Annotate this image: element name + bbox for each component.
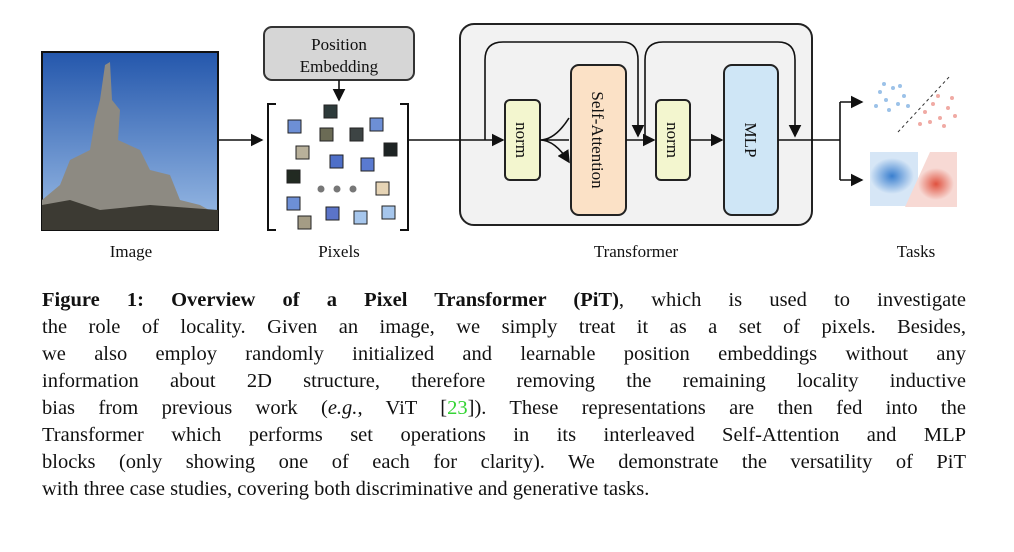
caption-line: Figure 1: Overview of a Pixel Transforme… [42, 287, 966, 314]
norm-label: norm [512, 122, 531, 158]
caption-italic: e.g. [327, 397, 358, 419]
scatter-dot [902, 94, 906, 98]
pixel [353, 210, 368, 225]
caption-line: information about 2D structure, therefor… [42, 370, 966, 392]
image-label: Image [110, 242, 152, 261]
caption-line: bias from previous work (e.g., ViT [23])… [42, 395, 966, 422]
scatter-dot [874, 104, 878, 108]
photo [41, 51, 219, 231]
pixels-label: Pixels [318, 242, 360, 261]
pixel [286, 169, 301, 184]
pixel [383, 142, 398, 157]
pixel [375, 181, 390, 196]
pixel [323, 104, 338, 119]
output-line [778, 102, 841, 180]
scatter-dot [923, 110, 927, 114]
skip-arrow [484, 41, 645, 140]
caption-text: bias from previous work ( [42, 397, 328, 419]
caption-line: Transformer which performs set operation… [42, 424, 966, 446]
scatter-dot [946, 106, 950, 110]
pixel-set [286, 104, 398, 230]
position-embedding-label: Position [311, 35, 367, 54]
task-icons [870, 75, 957, 207]
scatter-dot [918, 122, 922, 126]
scatter-dot [953, 114, 957, 118]
tasks-label: Tasks [897, 242, 935, 261]
caption-text: , ViT [ [357, 397, 448, 419]
scatter-dot [928, 120, 932, 124]
scatter-dot [931, 102, 935, 106]
pixel [360, 157, 375, 172]
scatter-dot [887, 108, 891, 112]
ellipsis-dot [317, 185, 325, 193]
skip-arrow [644, 41, 802, 140]
figure: Image Position Embedding Pixels norm Sel… [41, 23, 957, 261]
pixel [325, 206, 340, 221]
caption-label: Figure 1: Overview of a Pixel Transforme… [42, 289, 619, 311]
scatter-dot [942, 124, 946, 128]
scatter-dot [896, 102, 900, 106]
scatter-dot [882, 82, 886, 86]
self-attention-label: Self-Attention [588, 91, 607, 189]
position-embedding-label: Embedding [300, 57, 379, 76]
scatter-dot [891, 86, 895, 90]
transformer-label: Transformer [594, 242, 679, 261]
pixel [329, 154, 344, 169]
scatter-dot [884, 98, 888, 102]
caption-line: blocks (only showing one of each for cla… [42, 451, 966, 473]
pixel [319, 127, 334, 142]
scatter-dot [906, 104, 910, 108]
pixel [287, 119, 302, 134]
caption-text: ]). These representations are then fed i… [467, 397, 966, 419]
scatter-dot [936, 94, 940, 98]
caption-line: the role of locality. Given an image, we… [42, 316, 966, 338]
citation[interactable]: 23 [447, 397, 468, 419]
scatter-dot [950, 96, 954, 100]
scatter-dot [898, 84, 902, 88]
norm-label: norm [663, 122, 682, 158]
pixel [349, 127, 364, 142]
pixel [286, 196, 301, 211]
pixel [381, 205, 396, 220]
arrow [539, 117, 569, 162]
ellipsis-dot [349, 185, 357, 193]
ellipsis-dot [333, 185, 341, 193]
scatter-dot [878, 90, 882, 94]
scatter-dot [938, 116, 942, 120]
caption-text: , which is used to investigate [618, 289, 966, 311]
brackets [267, 103, 409, 231]
pixel [297, 215, 312, 230]
pixel [295, 145, 310, 160]
caption-line: with three case studies, covering both d… [42, 478, 650, 500]
mlp-label: MLP [741, 123, 760, 158]
caption-line: we also employ randomly initialized and … [42, 343, 966, 365]
pixel [369, 117, 384, 132]
